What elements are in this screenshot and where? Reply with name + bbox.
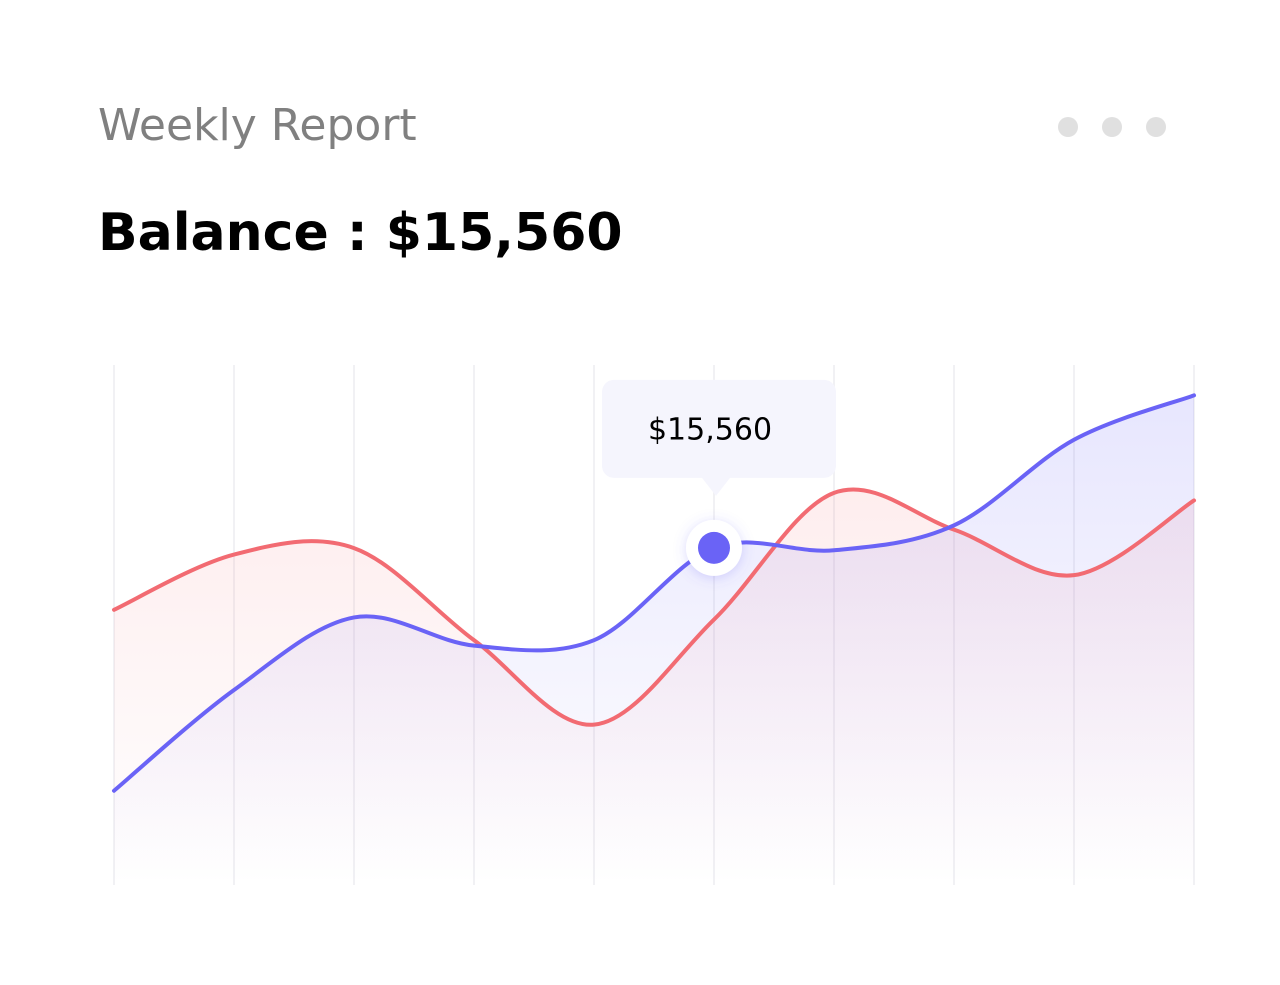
point xyxy=(698,531,730,564)
menu-button[interactable] xyxy=(1058,117,1166,137)
menu-dot xyxy=(1058,117,1078,137)
line xyxy=(112,393,1196,793)
menu-dot xyxy=(1146,117,1166,137)
card-title: Weekly Report xyxy=(98,100,417,151)
area xyxy=(114,395,1194,885)
tooltip xyxy=(602,379,836,496)
tooltip-label: $15,560 xyxy=(648,412,772,447)
menu-dot xyxy=(1102,117,1122,137)
line xyxy=(112,487,1196,727)
balance: Balance : $15,560 xyxy=(98,203,623,263)
